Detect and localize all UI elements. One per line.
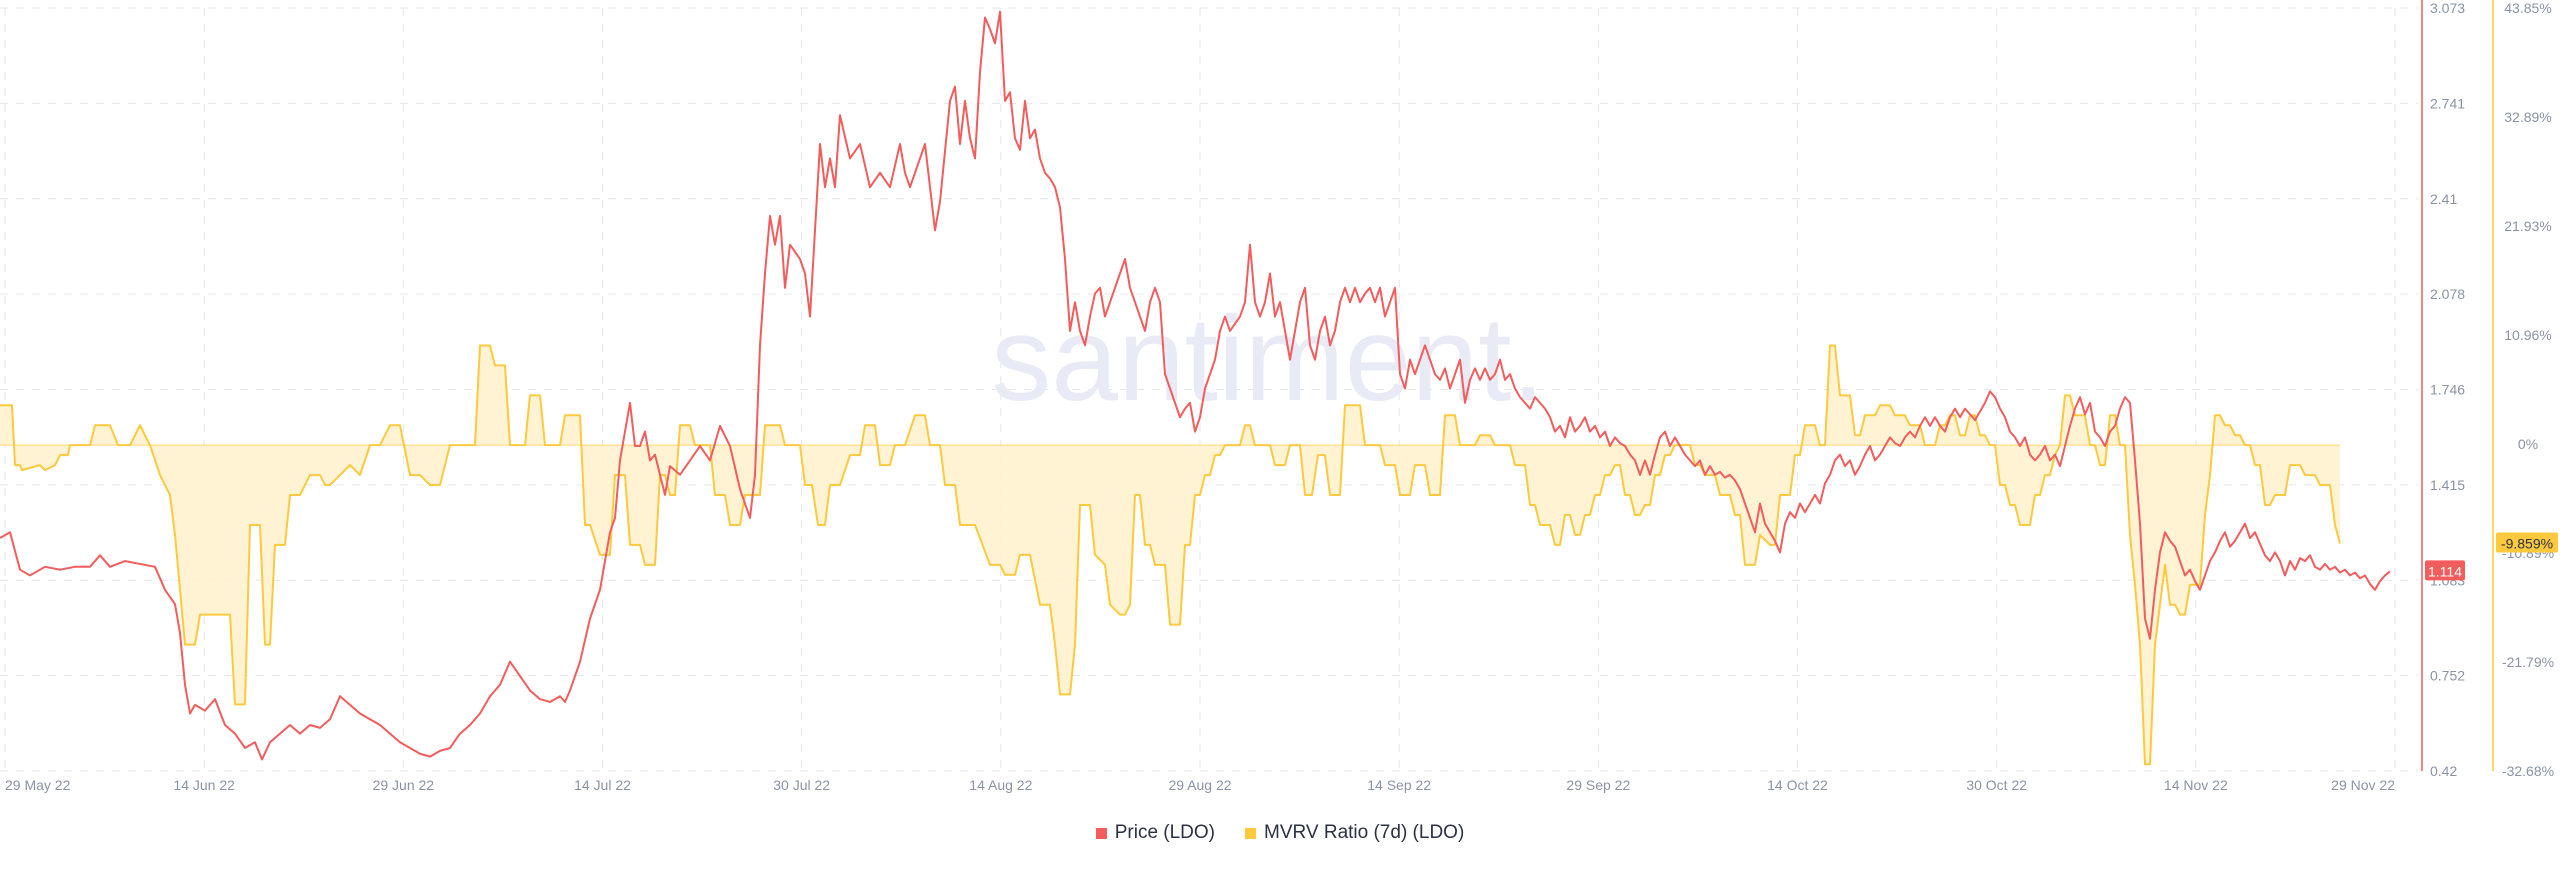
price-tick-label: 1.746 xyxy=(2430,382,2465,398)
price-tick-label: 2.741 xyxy=(2430,95,2465,111)
mvrv-tick-label: 32.89% xyxy=(2504,109,2551,125)
legend-item-mvrv[interactable]: MVRV Ratio (7d) (LDO) xyxy=(1245,822,1464,844)
mvrv-axis-ticks: 43.85%32.89%21.93%10.96%0%-10.89%-21.79%… xyxy=(2502,0,2554,779)
legend-label-mvrv: MVRV Ratio (7d) (LDO) xyxy=(1264,822,1465,843)
mvrv-tick-label: 0% xyxy=(2518,436,2538,452)
x-tick-label: 30 Jul 22 xyxy=(773,777,830,793)
x-tick-label: 29 May 22 xyxy=(5,777,71,793)
x-tick-label: 29 Aug 22 xyxy=(1168,777,1231,793)
legend-label-price: Price (LDO) xyxy=(1114,822,1216,843)
mvrv-line xyxy=(0,344,2341,766)
mvrv-tick-label: -32.68% xyxy=(2502,763,2554,779)
mvrv-tick-label: 10.96% xyxy=(2504,327,2551,343)
mvrv-current-label: -9.859% xyxy=(2501,535,2553,551)
price-tick-label: 2.078 xyxy=(2430,286,2465,302)
chart-legend: Price (LDO) MVRV Ratio (7d) (LDO) xyxy=(0,818,2560,848)
x-tick-label: 29 Nov 22 xyxy=(2331,777,2395,793)
price-line xyxy=(0,10,2391,761)
price-tick-label: 2.41 xyxy=(2430,191,2457,207)
price-tick-label: 3.073 xyxy=(2430,0,2465,16)
x-tick-label: 14 Aug 22 xyxy=(969,777,1032,793)
legend-item-price[interactable]: Price (LDO) xyxy=(1095,822,1216,844)
x-tick-label: 14 Jul 22 xyxy=(574,777,631,793)
x-tick-label: 29 Jun 22 xyxy=(373,777,435,793)
legend-swatch-mvrv xyxy=(1245,827,1257,839)
price-axis-ticks: 3.0732.7412.412.0781.7461.4151.0830.7520… xyxy=(2430,0,2465,779)
x-tick-label: 14 Sep 22 xyxy=(1367,777,1431,793)
mvrv-current-badge xyxy=(2496,532,2558,553)
price-series xyxy=(0,10,2391,761)
mvrv-series xyxy=(0,344,2341,766)
price-tick-label: 0.752 xyxy=(2430,668,2465,684)
x-tick-label: 14 Nov 22 xyxy=(2164,777,2228,793)
grid-lines xyxy=(0,7,2418,772)
x-tick-label: 30 Oct 22 xyxy=(1966,777,2027,793)
price-tick-label: 1.415 xyxy=(2430,477,2465,493)
x-axis-ticks: 29 May 22 14 Jun 22 29 Jun 22 14 Jul 22 30 J… xyxy=(5,777,2395,793)
mvrv-tick-label: -21.79% xyxy=(2502,654,2554,670)
price-current-label: 1.114 xyxy=(2428,563,2462,579)
mvrv-area-fill xyxy=(0,345,2340,765)
watermark-logo: santiment. xyxy=(991,292,1545,426)
x-tick-label: 14 Oct 22 xyxy=(1767,777,1828,793)
legend-swatch-price xyxy=(1095,827,1107,839)
x-tick-label: 14 Jun 22 xyxy=(173,777,235,793)
price-tick-label: 0.42 xyxy=(2430,763,2457,779)
mvrv-tick-label: 21.93% xyxy=(2504,218,2551,234)
current-value-badges: 1.114 -9.859% xyxy=(2425,532,2558,581)
mvrv-tick-label: 43.85% xyxy=(2504,0,2551,16)
price-current-badge xyxy=(2425,560,2465,581)
x-tick-label: 29 Sep 22 xyxy=(1566,777,1630,793)
axes xyxy=(2421,0,2494,771)
